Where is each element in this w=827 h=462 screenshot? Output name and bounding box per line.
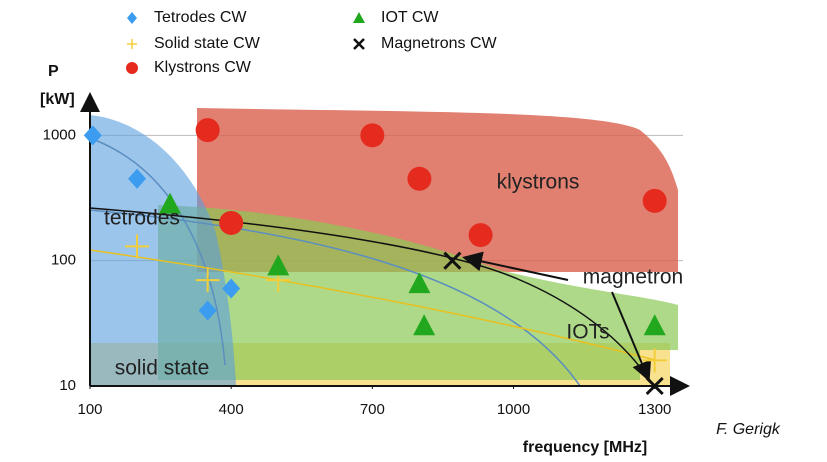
y-tick-label: 1000 <box>43 126 76 143</box>
point <box>125 234 150 259</box>
annotation: tetrodes <box>104 207 180 230</box>
legend-marker <box>353 12 365 23</box>
x-tick-label: 100 <box>77 401 102 418</box>
annotation: solid state <box>115 357 210 380</box>
x-label: frequency [MHz] <box>523 439 647 456</box>
credit: F. Gerigk <box>716 421 781 438</box>
point <box>642 348 667 373</box>
x-tick-label: 400 <box>219 401 244 418</box>
annotation: klystrons <box>497 171 580 194</box>
point <box>219 210 244 235</box>
solid-curve <box>89 249 656 361</box>
y-tick-label: 10 <box>59 377 76 394</box>
point <box>407 166 432 191</box>
point <box>195 268 220 293</box>
point <box>159 192 181 214</box>
legend-marker <box>127 12 137 24</box>
point <box>198 300 217 321</box>
legend-label: Solid state CW <box>154 35 261 52</box>
tetrode-region <box>90 115 236 385</box>
point <box>443 251 462 270</box>
legend-marker <box>127 39 137 49</box>
legend-marker <box>353 38 365 50</box>
iot-curve <box>89 209 581 387</box>
legend-label: IOT CW <box>381 9 439 26</box>
y-label: P <box>48 63 59 80</box>
point <box>222 278 241 299</box>
legend-label: Magnetrons CW <box>381 35 497 52</box>
point <box>128 168 147 189</box>
point <box>645 376 664 396</box>
point <box>360 123 385 148</box>
y-tick-label: 100 <box>51 252 76 269</box>
y-label: [kW] <box>40 91 75 108</box>
arrow <box>462 251 569 281</box>
point <box>83 125 102 146</box>
point <box>408 272 431 294</box>
point <box>267 254 290 276</box>
legend-label: Tetrodes CW <box>154 9 247 26</box>
legend-label: Klystrons CW <box>154 59 252 76</box>
x-tick-label: 1300 <box>638 401 671 418</box>
point <box>642 188 667 213</box>
annotation: magnetron <box>583 266 683 289</box>
x-tick-label: 1000 <box>497 401 530 418</box>
annotation: IOTs <box>566 321 609 344</box>
arrow <box>611 291 652 382</box>
point <box>195 118 220 143</box>
point <box>413 314 436 336</box>
legend-marker <box>126 62 138 74</box>
point <box>468 223 493 248</box>
x-tick-label: 700 <box>360 401 385 418</box>
point <box>643 314 666 336</box>
